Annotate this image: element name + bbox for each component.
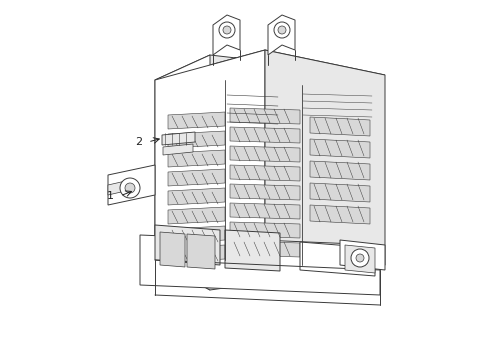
- Polygon shape: [229, 241, 299, 257]
- Polygon shape: [229, 146, 299, 162]
- Polygon shape: [299, 242, 374, 276]
- Polygon shape: [309, 139, 369, 158]
- Polygon shape: [155, 245, 384, 290]
- Polygon shape: [224, 230, 280, 271]
- Polygon shape: [309, 161, 369, 180]
- Polygon shape: [168, 226, 224, 243]
- Polygon shape: [339, 240, 384, 270]
- Polygon shape: [168, 131, 224, 148]
- Polygon shape: [186, 234, 215, 269]
- Polygon shape: [229, 165, 299, 181]
- Polygon shape: [160, 232, 184, 267]
- Circle shape: [355, 254, 363, 262]
- Polygon shape: [168, 188, 224, 205]
- Polygon shape: [213, 15, 240, 55]
- Polygon shape: [168, 207, 224, 224]
- Polygon shape: [229, 222, 299, 238]
- Polygon shape: [229, 203, 299, 219]
- Polygon shape: [155, 225, 220, 265]
- Circle shape: [350, 249, 368, 267]
- Polygon shape: [229, 184, 299, 200]
- Polygon shape: [168, 245, 224, 262]
- Polygon shape: [163, 144, 193, 155]
- Polygon shape: [345, 245, 374, 273]
- Polygon shape: [140, 235, 379, 295]
- Circle shape: [120, 178, 140, 198]
- Circle shape: [219, 22, 235, 38]
- Circle shape: [278, 26, 285, 34]
- Polygon shape: [309, 205, 369, 224]
- Polygon shape: [168, 169, 224, 186]
- Polygon shape: [108, 180, 130, 195]
- Polygon shape: [229, 127, 299, 143]
- Text: 2: 2: [135, 137, 142, 147]
- Circle shape: [273, 22, 289, 38]
- Polygon shape: [168, 150, 224, 167]
- Polygon shape: [267, 15, 294, 55]
- Polygon shape: [155, 55, 209, 290]
- Circle shape: [223, 26, 230, 34]
- Polygon shape: [229, 108, 299, 124]
- Polygon shape: [155, 50, 384, 80]
- Polygon shape: [108, 165, 155, 205]
- Circle shape: [125, 183, 135, 193]
- Polygon shape: [309, 117, 369, 136]
- Polygon shape: [155, 50, 264, 260]
- Polygon shape: [168, 112, 224, 129]
- Polygon shape: [162, 132, 195, 145]
- Polygon shape: [309, 183, 369, 202]
- Polygon shape: [264, 50, 384, 265]
- Text: 1: 1: [107, 191, 114, 201]
